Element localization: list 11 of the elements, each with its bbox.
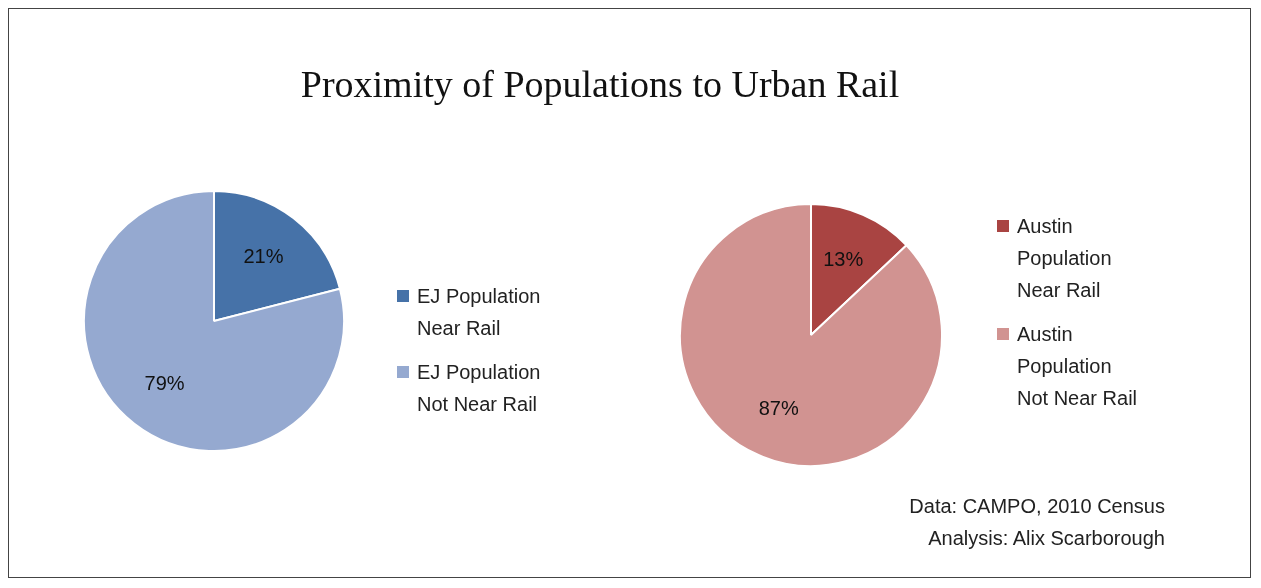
- legend-label: Austin Population Not Near Rail: [1017, 323, 1138, 409]
- legend-label: EJ Population Not Near Rail: [417, 361, 541, 415]
- data-label: 79%: [144, 372, 185, 395]
- legend-label: Austin Population Near Rail: [1017, 215, 1112, 301]
- legend-label: EJ Population Near Rail: [417, 285, 541, 339]
- chart-title: Proximity of Populations to Urban Rail: [299, 62, 901, 106]
- data-label: 13%: [823, 247, 864, 270]
- data-label: 21%: [243, 244, 284, 267]
- text: Analysis: Alix Scarborough: [927, 526, 1165, 551]
- data-label: 87%: [758, 397, 799, 420]
- text: Data: CAMPO, 2010 Census: [909, 494, 1165, 519]
